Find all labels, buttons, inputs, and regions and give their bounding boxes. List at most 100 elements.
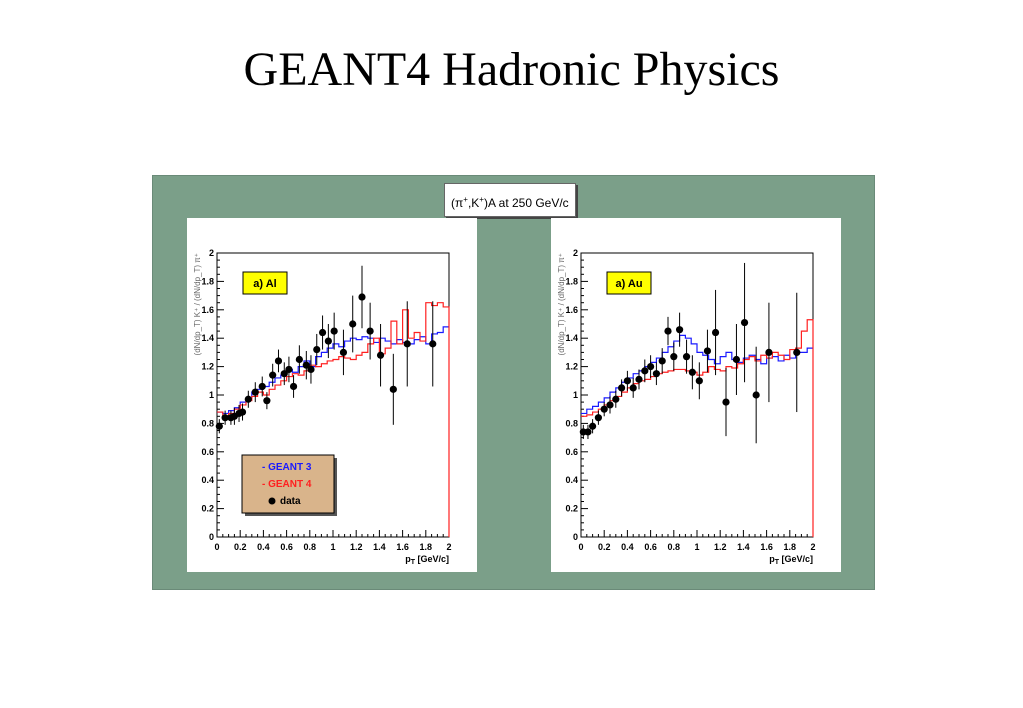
y-tick-label: 1.4 bbox=[201, 333, 214, 343]
data-point bbox=[376, 351, 385, 359]
legend-entry: data bbox=[280, 496, 301, 507]
legend-entry: - GEANT 4 bbox=[262, 479, 312, 490]
data-point bbox=[740, 318, 749, 327]
data-point bbox=[682, 353, 691, 361]
data-point bbox=[274, 357, 283, 365]
x-tick-label: 1.8 bbox=[784, 542, 797, 552]
data-point bbox=[221, 414, 229, 422]
data-point bbox=[641, 367, 649, 375]
x-axis-label: pT [GeV/c] bbox=[405, 554, 449, 566]
panel-label-box bbox=[242, 271, 288, 295]
data-point bbox=[765, 348, 773, 356]
x-tick-label: 1.2 bbox=[350, 542, 363, 552]
data-point bbox=[251, 388, 259, 396]
x-tick-label: 1.6 bbox=[396, 542, 409, 552]
panel-label: a) Au bbox=[615, 278, 642, 290]
y-axis-label: (dN/dp_T) K⁺ / (dN/dp_T) π⁺ bbox=[193, 253, 202, 355]
y-tick-label: 1 bbox=[209, 390, 214, 400]
figure-title-mid: ,K bbox=[467, 196, 480, 210]
x-tick-label: 2 bbox=[446, 542, 451, 552]
data-point bbox=[752, 391, 760, 399]
x-tick-label: 0.8 bbox=[668, 542, 681, 552]
data-point bbox=[722, 398, 730, 406]
data-point bbox=[676, 326, 684, 334]
data-point bbox=[389, 385, 397, 393]
legend-entry: - GEANT 3 bbox=[262, 462, 312, 473]
data-point bbox=[594, 414, 602, 422]
data-point bbox=[606, 401, 614, 409]
y-tick-label: 0.2 bbox=[201, 504, 214, 514]
y-tick-label: 2 bbox=[209, 248, 214, 258]
x-tick-label: 1 bbox=[330, 542, 335, 552]
data-point bbox=[280, 370, 288, 378]
y-tick-label: 0 bbox=[573, 532, 578, 542]
data-point bbox=[302, 361, 310, 369]
data-point bbox=[589, 422, 597, 430]
y-tick-label: 1.8 bbox=[201, 276, 214, 286]
data-point bbox=[269, 371, 277, 379]
data-point bbox=[635, 375, 643, 383]
x-tick-label: 0.6 bbox=[644, 542, 657, 552]
y-tick-label: 1.8 bbox=[565, 276, 578, 286]
panel-label-box bbox=[606, 271, 652, 295]
x-tick-label: 0.4 bbox=[257, 542, 270, 552]
y-tick-label: 0.8 bbox=[201, 418, 214, 428]
x-axis-label: pT [GeV/c] bbox=[769, 554, 813, 566]
y-axis-label: (dN/dp_T) K⁺ / (dN/dp_T) π⁺ bbox=[557, 253, 566, 355]
data-point bbox=[429, 340, 437, 348]
data-point bbox=[664, 327, 672, 335]
y-tick-label: 0.6 bbox=[565, 447, 578, 457]
data-point bbox=[366, 327, 374, 335]
y-tick-label: 1.4 bbox=[565, 333, 578, 343]
x-tick-label: 1.6 bbox=[760, 542, 773, 552]
data-point bbox=[703, 347, 712, 355]
panel-label: a) Al bbox=[253, 278, 276, 290]
data-point bbox=[711, 328, 720, 337]
x-tick-label: 1 bbox=[694, 542, 699, 552]
y-tick-label: 1 bbox=[573, 390, 578, 400]
y-tick-label: 0.4 bbox=[201, 475, 214, 485]
data-point bbox=[732, 355, 741, 364]
figure-title-sup-k: + bbox=[479, 195, 484, 204]
data-point bbox=[263, 397, 271, 405]
data-point bbox=[295, 355, 303, 364]
data-point bbox=[258, 382, 266, 391]
x-tick-label: 1.4 bbox=[737, 542, 750, 552]
data-point bbox=[647, 363, 655, 371]
figure-title: (π+,K+)A at 250 GeV/c bbox=[444, 183, 576, 217]
data-point bbox=[289, 382, 298, 391]
data-point bbox=[313, 345, 321, 354]
data-point bbox=[324, 337, 332, 345]
data-point bbox=[670, 353, 678, 361]
x-tick-label: 0.2 bbox=[234, 542, 247, 552]
chart-au: 0 0.2 0.4 0.6 0.8 1 1.2 1.4 1.6 1.8 2 0 0.2 0.4 0.6 0.8… bbox=[557, 248, 816, 566]
y-tick-label: 1.6 bbox=[565, 305, 578, 315]
data-point bbox=[793, 348, 801, 356]
x-tick-label: 2 bbox=[810, 542, 815, 552]
y-tick-label: 2 bbox=[573, 248, 578, 258]
data-point bbox=[695, 377, 703, 385]
y-tick-label: 0.8 bbox=[565, 418, 578, 428]
x-tick-label: 1.4 bbox=[373, 542, 386, 552]
x-tick-label: 0 bbox=[578, 542, 583, 552]
data-point bbox=[584, 428, 592, 436]
figure-title-sup-pi: + bbox=[463, 195, 468, 204]
y-tick-label: 0.2 bbox=[565, 504, 578, 514]
x-tick-label: 0 bbox=[214, 542, 219, 552]
x-tick-label: 0.2 bbox=[598, 542, 611, 552]
legend-box bbox=[241, 454, 335, 514]
chart-al: 0 0.2 0.4 0.6 0.8 1 1.2 1.4 1.6 1.8 2 0 0.2 0.4 0.6 0.8… bbox=[193, 248, 452, 566]
figure-title-prefix: (π bbox=[451, 196, 464, 210]
x-tick-label: 1.8 bbox=[420, 542, 433, 552]
y-tick-label: 0.4 bbox=[565, 475, 578, 485]
x-tick-label: 0.8 bbox=[304, 542, 317, 552]
plot-panel-au: 0 0.2 0.4 0.6 0.8 1 1.2 1.4 1.6 1.8 2 0 0.2 0.4 0.6 0.8… bbox=[551, 218, 841, 572]
y-tick-label: 1.6 bbox=[201, 305, 214, 315]
data-point bbox=[358, 293, 366, 301]
plot-panel-al: 0 0.2 0.4 0.6 0.8 1 1.2 1.4 1.6 1.8 2 0 0.2 0.4 0.6 0.8… bbox=[187, 218, 477, 572]
data-point bbox=[623, 377, 631, 385]
data-point bbox=[652, 370, 660, 378]
x-tick-label: 0.4 bbox=[621, 542, 634, 552]
data-point bbox=[318, 328, 327, 337]
y-tick-label: 0 bbox=[209, 532, 214, 542]
